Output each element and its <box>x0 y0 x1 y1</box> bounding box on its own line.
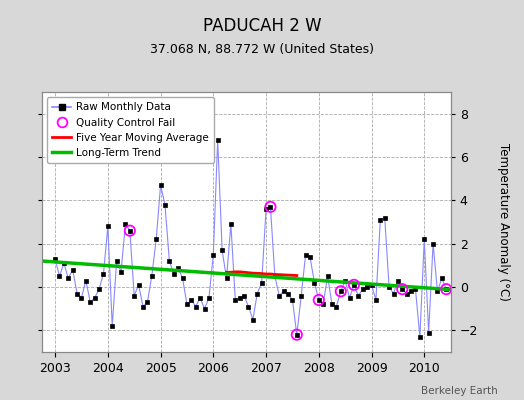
Text: Berkeley Earth: Berkeley Earth <box>421 386 498 396</box>
Point <box>350 282 358 288</box>
Legend: Raw Monthly Data, Quality Control Fail, Five Year Moving Average, Long-Term Tren: Raw Monthly Data, Quality Control Fail, … <box>47 97 214 163</box>
Y-axis label: Temperature Anomaly (°C): Temperature Anomaly (°C) <box>497 143 510 301</box>
Point <box>442 286 451 292</box>
Text: 37.068 N, 88.772 W (United States): 37.068 N, 88.772 W (United States) <box>150 44 374 56</box>
Point <box>266 204 275 210</box>
Point <box>126 228 134 234</box>
Text: PADUCAH 2 W: PADUCAH 2 W <box>203 17 321 35</box>
Point <box>314 297 323 303</box>
Point <box>398 286 407 292</box>
Point <box>292 332 301 338</box>
Point <box>336 288 345 294</box>
